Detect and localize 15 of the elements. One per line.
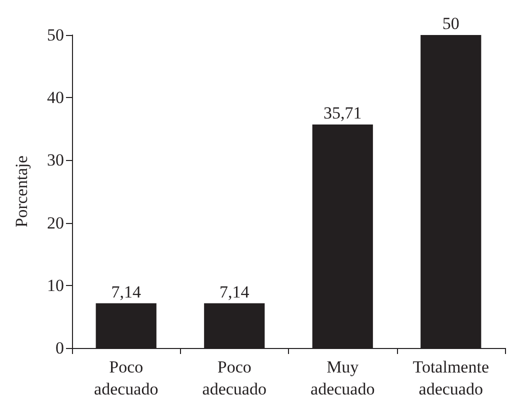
y-tick-label: 0 xyxy=(56,338,64,358)
y-tick-label: 50 xyxy=(47,26,64,44)
x-tick-label: Totalmente adecuado xyxy=(412,358,489,398)
x-tick-label: Muy adecuado xyxy=(310,358,375,398)
y-axis-title: Porcentaje xyxy=(12,156,31,228)
data-label: 7,14 xyxy=(111,282,142,302)
y-tick-label: 30 xyxy=(47,150,64,170)
data-label: 7,14 xyxy=(220,282,250,302)
y-tick-label: 20 xyxy=(47,213,64,232)
data-label: 35,71 xyxy=(324,103,362,122)
x-tick-label: Poco adecuado xyxy=(94,358,158,398)
y-tick-label: 40 xyxy=(47,88,64,108)
x-tick-label: Poco adecuado xyxy=(202,358,266,398)
y-tick-label: 10 xyxy=(47,276,64,295)
data-label: 50 xyxy=(442,14,460,33)
